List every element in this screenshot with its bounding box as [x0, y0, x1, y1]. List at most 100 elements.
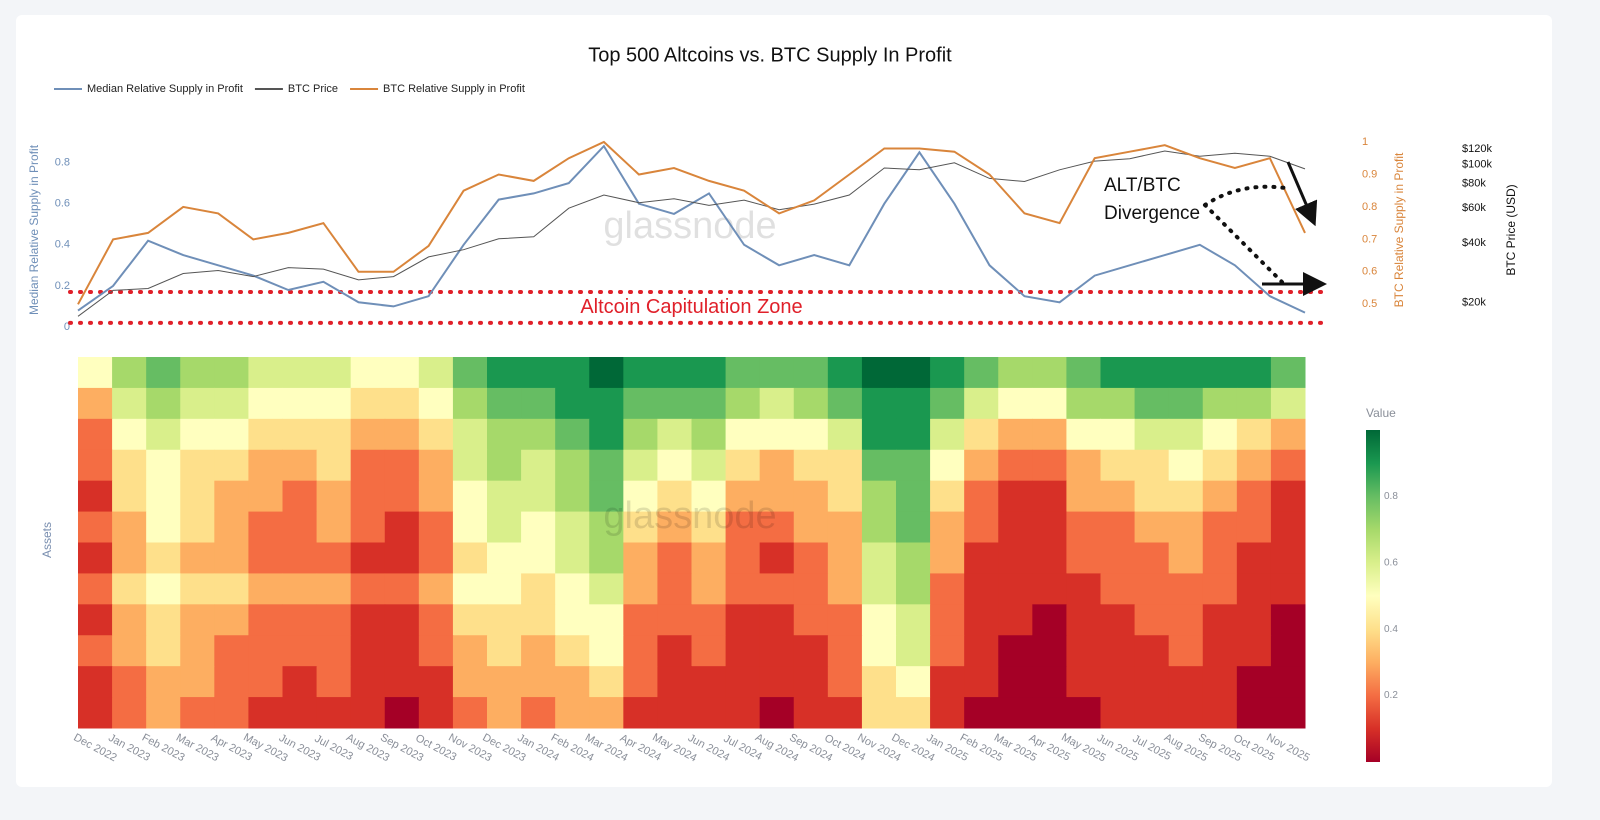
heatmap-cell [214, 357, 249, 389]
heatmap-cell [623, 697, 658, 729]
heatmap-cell [623, 418, 658, 451]
heatmap-cell [78, 387, 113, 420]
heatmap-cell [1236, 542, 1272, 574]
heatmap-cell [1100, 357, 1136, 389]
heatmap-cell [521, 542, 556, 574]
heatmap-cell [384, 635, 420, 667]
heatmap-cell [350, 511, 386, 543]
heatmap-cell [384, 387, 420, 420]
heatmap-cell [1066, 635, 1101, 667]
heatmap-cell [214, 387, 249, 420]
heatmap-cell [112, 697, 147, 729]
heatmap-cell [418, 635, 454, 667]
zone-label: Altcoin Capitulation Zone [580, 296, 802, 318]
heatmap-cell [248, 511, 283, 543]
heatmap-cell [282, 387, 318, 420]
heatmap-cell [112, 418, 147, 451]
heatmap-cell [248, 697, 283, 729]
heatmap-cell [384, 666, 420, 698]
heatmap-cell [248, 480, 283, 513]
heatmap-cell [555, 480, 590, 513]
heatmap-cell [350, 604, 386, 636]
heatmap-cell [555, 387, 590, 420]
y-tick-label: 0.2 [55, 280, 70, 292]
heatmap-cell [1134, 542, 1170, 574]
heatmap-cell [623, 480, 658, 513]
heatmap-cell [861, 542, 897, 574]
heatmap-cell [1066, 542, 1101, 574]
heatmap-cell [418, 511, 454, 543]
heatmap-cell [1100, 573, 1136, 605]
heatmap-cell [793, 511, 829, 543]
heatmap-cell [521, 666, 556, 698]
heatmap-cell [827, 357, 863, 389]
heatmap-cell [1032, 542, 1067, 574]
y3-tick-label: $20k [1462, 296, 1486, 308]
heatmap-cell [1134, 666, 1170, 698]
heatmap-cell [248, 418, 283, 451]
heatmap-cell [896, 480, 931, 513]
heatmap-cell [1134, 387, 1170, 420]
heatmap-cell [452, 357, 488, 389]
heatmap-cell [487, 449, 522, 482]
heatmap-cell [555, 635, 590, 667]
heatmap-cell [487, 635, 522, 667]
heatmap-cell [1032, 418, 1067, 451]
annotation-arrows [1203, 161, 1327, 296]
heatmap-cell [1066, 418, 1101, 451]
series-line [77, 150, 1306, 317]
heatmap-cell [555, 357, 590, 389]
heatmap-cell [861, 573, 897, 605]
heatmap-cell [350, 573, 386, 605]
heatmap-cell [555, 449, 590, 482]
heatmap-cell [1202, 573, 1238, 605]
heatmap-cell [691, 357, 727, 389]
heatmap-cell [282, 666, 318, 698]
heatmap-cell [521, 573, 556, 605]
y3-axis-title: BTC Price (USD) [1504, 184, 1518, 275]
heatmap-cell [930, 666, 965, 698]
heatmap-cell [452, 604, 488, 636]
heatmap-cell [1270, 542, 1306, 574]
heatmap-cell [896, 666, 931, 698]
heatmap-cell [487, 666, 522, 698]
heatmap-cell [1066, 573, 1101, 605]
heatmap-cell [1236, 480, 1272, 513]
heatmap-cell [930, 418, 965, 451]
heatmap-cell [725, 480, 761, 513]
heatmap-cell [998, 387, 1033, 420]
heatmap-cell [930, 573, 965, 605]
heatmap-cell [896, 635, 931, 667]
heatmap-cell [180, 511, 215, 543]
heatmap-cell [793, 573, 829, 605]
heatmap-cell [1032, 666, 1067, 698]
heatmap-cell [384, 542, 420, 574]
heatmap-cell [452, 387, 488, 420]
heatmap-cell [1202, 480, 1238, 513]
heatmap-cell [112, 604, 147, 636]
heatmap-cell [759, 604, 795, 636]
heatmap-cell [759, 418, 795, 451]
heatmap-cell [1100, 604, 1136, 636]
heatmap-cell [112, 387, 147, 420]
annotation: ALT/BTC Divergence [1104, 175, 1201, 224]
heatmap-cell [1236, 666, 1272, 698]
heatmap-cell [589, 573, 624, 605]
heatmap-cell [725, 418, 761, 451]
heatmap-cell [589, 387, 624, 420]
heatmap-cell [78, 449, 113, 482]
heatmap-cell [691, 542, 727, 574]
heatmap-cell [998, 542, 1033, 574]
heatmap-cell [657, 573, 692, 605]
heatmap-cell [964, 418, 999, 451]
heatmap-cell [112, 480, 147, 513]
heatmap-cell [725, 697, 761, 729]
heatmap-cell [623, 666, 658, 698]
heatmap-cell [316, 542, 352, 574]
heatmap-cell [930, 480, 965, 513]
heatmap-cell [112, 542, 147, 574]
heatmap-cell [759, 542, 795, 574]
heatmap-cell [214, 449, 249, 482]
heatmap-cell [1066, 697, 1101, 729]
heatmap-cell [623, 449, 658, 482]
